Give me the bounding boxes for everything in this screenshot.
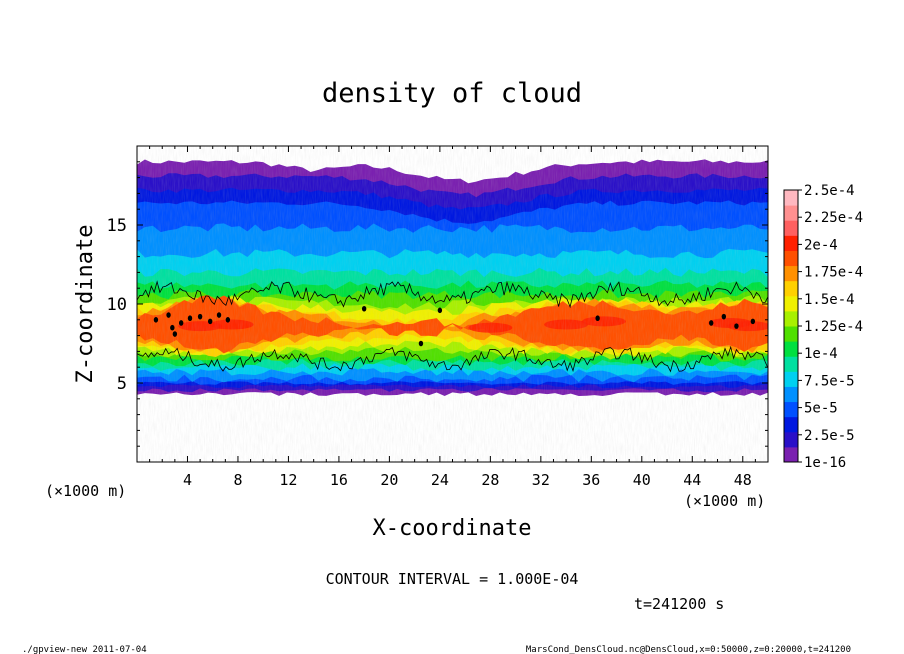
contour-spot: [153, 317, 159, 323]
x-axis-label: X-coordinate: [373, 516, 532, 541]
contour-spot: [418, 340, 424, 347]
contour-spot: [595, 315, 600, 322]
colorbar-label: 5e-5: [804, 401, 838, 417]
colorbar-swatch: [784, 356, 798, 372]
colorbar-swatch: [784, 341, 798, 357]
contour-spot: [216, 312, 222, 318]
colorbar-label: 2.5e-4: [804, 183, 855, 199]
x-tick-label: 40: [633, 471, 651, 489]
colorbar-swatch: [784, 326, 798, 342]
contour-spot: [170, 324, 175, 331]
contour-spot: [178, 320, 184, 326]
y-tick-label: 5: [117, 374, 127, 394]
contour-spot: [187, 315, 193, 322]
contour-spot: [437, 307, 443, 314]
colorbar-swatch: [784, 280, 798, 297]
field-texture: [137, 146, 768, 462]
colorbar-swatch: [784, 205, 798, 221]
colorbar-label: 2.5e-5: [804, 428, 855, 444]
x-unit-right: (×1000 m): [684, 492, 765, 510]
contour-spot: [750, 318, 756, 325]
contour-line-upper: [137, 280, 768, 309]
contour-spot: [709, 320, 714, 326]
x-tick-label: 36: [582, 471, 600, 489]
colorbar-swatch: [784, 310, 798, 327]
chart-title: density of cloud: [322, 78, 582, 109]
contour-lines: [137, 280, 768, 373]
x-tick-label: 28: [481, 471, 499, 489]
colorbar-swatch: [784, 431, 798, 448]
x-tick-label: 8: [233, 471, 242, 489]
x-tick-label: 44: [683, 471, 701, 489]
y-tick-label: 10: [107, 295, 127, 315]
colorbar-swatch: [784, 235, 798, 251]
contour-spot: [721, 313, 727, 320]
colorbar-swatch: [784, 371, 798, 387]
time-text: t=241200 s: [634, 595, 724, 613]
colorbar-swatch: [784, 220, 798, 236]
contour-spot: [361, 305, 367, 312]
contour-line-lower: [137, 345, 768, 373]
colorbar-swatch: [784, 265, 798, 282]
x-tick-label: 32: [532, 471, 550, 489]
colorbar-label: 1e-16: [804, 455, 846, 471]
colorbar-label: 1.5e-4: [804, 292, 855, 308]
footer-left: ./gpview-new 2011-07-04: [22, 645, 147, 654]
colorbar-label: 2.25e-4: [804, 210, 863, 226]
contour-interval-text: CONTOUR INTERVAL = 1.000E-04: [326, 570, 579, 588]
colorbar-swatch: [784, 250, 798, 267]
contour-spot: [197, 313, 203, 320]
x-tick-label: 4: [183, 471, 192, 489]
contour-spot: [207, 318, 213, 325]
x-tick-label: 48: [734, 471, 752, 489]
colorbar: 1e-16 2.5e-5 5e-5 7.5e-5 1e-4 1.25e-4 1.5e-4 1.…: [783, 183, 863, 471]
colorbar-label: 1.75e-4: [804, 265, 863, 281]
y-axis-label: Z-coordinate: [73, 225, 98, 384]
colorbar-label: 1e-4: [804, 346, 838, 362]
x-tick-label: 20: [380, 471, 398, 489]
x-tick-label: 12: [279, 471, 297, 489]
contour-spot: [225, 317, 231, 323]
plot-area: [137, 146, 768, 462]
colorbar-swatch: [784, 401, 798, 418]
colorbar-label: 1.25e-4: [804, 319, 863, 335]
x-tick-label: 16: [330, 471, 348, 489]
x-tick-label: 24: [431, 471, 449, 489]
colorbar-swatch: [784, 416, 798, 433]
colorbar-swatch: [784, 190, 798, 206]
x-unit-left: (×1000 m): [45, 482, 126, 500]
footer-right: MarsCond_DensCloud.nc@DensCloud,x=0:5000…: [526, 645, 851, 654]
colorbar-swatch: [784, 295, 798, 312]
colorbar-label: 2e-4: [804, 237, 838, 253]
density-field: [137, 146, 768, 462]
y-axis: 5 10 15: [107, 161, 768, 447]
contour-spot: [172, 331, 178, 337]
colorbar-swatch: [784, 386, 798, 403]
colorbar-label: 7.5e-5: [804, 373, 855, 389]
contour-spot: [166, 312, 171, 318]
colorbar-swatch: [784, 446, 798, 463]
y-tick-label: 15: [107, 216, 127, 236]
contour-spot: [734, 323, 739, 329]
x-axis: 4 8 12 16 20 24 28 32 36 40 44 48: [149, 146, 756, 489]
